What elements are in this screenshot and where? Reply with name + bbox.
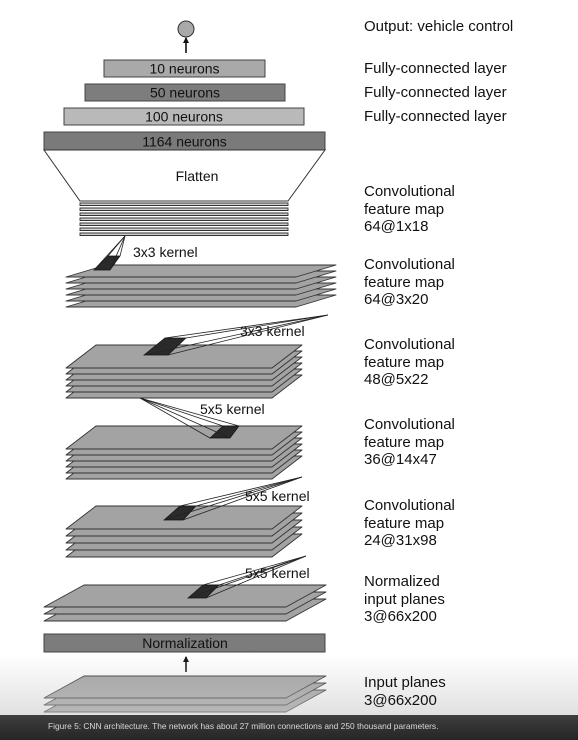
stack-annotation-3: Convolutional feature map 48@5x22 — [364, 336, 574, 389]
stack-4-line-2: feature map — [364, 433, 445, 451]
kernel-cone-4 — [163, 476, 303, 521]
feature-map-64x1x18 — [79, 202, 289, 236]
stack-annotation-4: Convolutional feature map 36@14x47 — [364, 416, 574, 469]
feature-map-64x1x18-plane-4 — [79, 217, 289, 221]
kernel-label-4: 5x5 kernel — [245, 488, 310, 504]
feature-map-36x14x47 — [65, 425, 303, 480]
feature-map-64x3x20 — [65, 264, 337, 308]
stack-7-line-1: Input planes — [364, 674, 446, 691]
normalization-label: Normalization — [142, 635, 228, 651]
stack-annotation-2: Convolutional feature map 64@3x20 — [364, 256, 574, 309]
stack-4-line-3: 36@14x47 — [364, 451, 437, 469]
normalization-bar — [43, 633, 326, 653]
stack-2-line-1: Convolutional — [364, 256, 455, 273]
fc-box-3 — [63, 107, 305, 126]
kernel-cone-1-ray-3 — [109, 235, 126, 271]
caption-bar: Figure 5: CNN architecture. The network … — [0, 715, 578, 740]
figure-caption: Figure 5: CNN architecture. The network … — [48, 721, 439, 731]
fc-annotation-3-text: Fully-connected layer — [364, 108, 507, 125]
normalized-input-planes-plane-1 — [43, 584, 327, 608]
input-planes-plane-1 — [43, 675, 327, 699]
feature-map-48x5x22-plane-1 — [65, 344, 303, 369]
stack-2-line-2: feature map — [364, 273, 445, 291]
feature-map-48x5x22 — [65, 344, 303, 399]
feature-map-64x1x18-plane-2 — [79, 207, 289, 211]
kernel-cone-5 — [187, 555, 307, 599]
stack-6-line-3: 3@66x200 — [364, 608, 437, 626]
kernel-cone-2-ray-1 — [164, 314, 329, 339]
output-label: Output: vehicle control — [364, 18, 514, 35]
normalization-arrowhead — [183, 656, 189, 662]
stack-1-line-3: 64@1x18 — [364, 218, 429, 236]
fc-box-3-label: 100 neurons — [145, 109, 223, 125]
output-annotation: Output: vehicle control — [364, 18, 574, 36]
stack-1-line-1: Convolutional — [364, 183, 455, 200]
stack-annotation-5: Convolutional feature map 24@31x98 — [364, 497, 574, 550]
kernel-label-2: 3x3 kernel — [240, 323, 305, 339]
kernel-cone-3 — [139, 397, 240, 439]
stack-5-line-3: 24@31x98 — [364, 532, 437, 550]
feature-map-64x1x18-plane-3 — [79, 212, 289, 216]
stack-3-line-3: 48@5x22 — [364, 371, 429, 389]
fc-box-1-label: 10 neurons — [149, 61, 219, 77]
kernel-label-3: 5x5 kernel — [200, 401, 265, 417]
kernel-cone-1-ray-4 — [93, 235, 126, 271]
flatten-label: Flatten — [176, 168, 219, 184]
kernel-cone-2-ray-2 — [185, 314, 329, 339]
stack-3-line-1: Convolutional — [364, 336, 455, 353]
fc-box-1 — [103, 59, 266, 78]
fc-box-2 — [84, 83, 286, 102]
kernel-cone-2-ray-4 — [143, 314, 329, 356]
stack-5-line-1: Convolutional — [364, 497, 455, 514]
input-planes — [43, 675, 327, 713]
kernel-cone-2-ray-3 — [167, 314, 329, 356]
kernel-cone-1-ray-2 — [119, 235, 126, 257]
kernel-cone-4-ray-1 — [179, 476, 303, 507]
flatten-trapezoid — [43, 149, 326, 202]
feature-map-64x1x18-plane-6 — [79, 227, 289, 231]
stack-7-line-2: 3@66x200 — [364, 691, 437, 709]
normalized-input-planes — [43, 584, 327, 622]
stack-annotation-6: Normalized input planes 3@66x200 — [364, 573, 574, 626]
fc-annotation-2-text: Fully-connected layer — [364, 84, 507, 101]
kernel-label-1: 3x3 kernel — [133, 244, 198, 260]
stack-2-line-3: 64@3x20 — [364, 291, 429, 309]
fc-annotation-2: Fully-connected layer — [364, 84, 574, 102]
kernel-cone-1 — [93, 235, 126, 271]
fc-annotation-1-text: Fully-connected layer — [364, 60, 507, 77]
stack-6-line-2: input planes — [364, 590, 445, 608]
fc-annotation-1: Fully-connected layer — [364, 60, 574, 78]
stack-3-line-2: feature map — [364, 353, 445, 371]
feature-map-64x1x18-plane-5 — [79, 222, 289, 226]
kernel-cone-3-ray-1 — [139, 397, 224, 427]
kernel-cone-5-ray-1 — [202, 555, 307, 586]
kernel-cone-5-ray-3 — [205, 555, 307, 599]
stack-6-line-1: Normalized — [364, 573, 440, 590]
output-arrowhead — [183, 37, 189, 43]
fc-annotation-3: Fully-connected layer — [364, 108, 574, 126]
kernel-cone-3-ray-3 — [139, 397, 231, 439]
stack-4-line-1: Convolutional — [364, 416, 455, 433]
fc-box-4-label: 1164 neurons — [142, 134, 227, 150]
kernel-cone-3-ray-2 — [139, 397, 240, 427]
feature-map-64x1x18-plane-1 — [79, 202, 289, 206]
stack-annotation-7: Input planes 3@66x200 — [364, 674, 574, 709]
kernel-cone-4-ray-2 — [195, 476, 303, 507]
feature-map-64x3x20-plane-1 — [65, 264, 337, 278]
kernel-cone-3-ray-4 — [139, 397, 211, 439]
stack-5-line-2: feature map — [364, 514, 445, 532]
feature-map-36x14x47-plane-1 — [65, 425, 303, 450]
stack-1-line-2: feature map — [364, 200, 445, 218]
kernel-cone-4-ray-4 — [163, 476, 303, 521]
feature-map-64x1x18-plane-7 — [79, 232, 289, 236]
stack-annotation-1: Convolutional feature map 64@1x18 — [364, 183, 574, 236]
kernel-cone-2 — [143, 314, 329, 356]
feature-map-24x31x98 — [65, 505, 303, 558]
kernel-cone-5-ray-4 — [187, 555, 307, 599]
output-node — [177, 20, 195, 38]
kernel-cone-4-ray-3 — [182, 476, 303, 521]
fc-box-2-label: 50 neurons — [150, 85, 220, 101]
kernel-label-5: 5x5 kernel — [245, 565, 310, 581]
